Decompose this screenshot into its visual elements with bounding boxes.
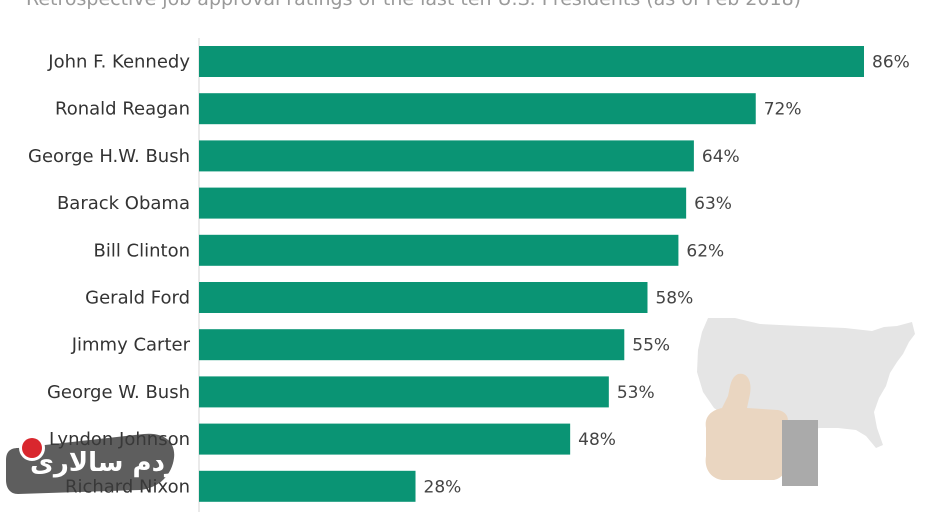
- category-label-1: Ronald Reagan: [55, 99, 190, 120]
- bar-8: [199, 423, 571, 455]
- value-label-4: 62%: [686, 241, 724, 261]
- bar-3: [199, 187, 687, 219]
- watermark-logo: مردم سالاری: [4, 430, 197, 496]
- value-label-1: 72%: [764, 100, 802, 120]
- watermark-shape: [6, 433, 175, 494]
- category-label-6: Jimmy Carter: [71, 335, 191, 356]
- plot-area: John F. Kennedy 86% Ronald Reagan 72% George…: [28, 38, 910, 512]
- category-label-3: Barack Obama: [57, 193, 190, 214]
- value-label-3: 63%: [694, 194, 732, 214]
- value-label-5: 58%: [655, 289, 693, 309]
- bar-0: [199, 46, 864, 77]
- category-label-5: Gerald Ford: [85, 288, 190, 309]
- category-label-0: John F. Kennedy: [47, 52, 190, 73]
- bar-5: [199, 282, 648, 313]
- value-label-2: 64%: [702, 147, 740, 167]
- thumbs-up-icon: [705, 373, 818, 486]
- bar-6: [199, 329, 625, 361]
- bar-2: [199, 140, 694, 172]
- chart-subtitle: Retrospective job approval ratings of th…: [26, 0, 926, 10]
- bar-7: [199, 376, 609, 408]
- value-label-9: 28%: [424, 477, 462, 497]
- category-label-7: George W. Bush: [47, 382, 190, 403]
- watermark-text: مردم سالاری: [30, 448, 198, 478]
- bar-4: [199, 234, 679, 266]
- category-label-4: Bill Clinton: [93, 240, 190, 261]
- value-label-0: 86%: [872, 53, 910, 73]
- bar-1: [199, 93, 756, 125]
- category-label-2: George H.W. Bush: [28, 146, 190, 167]
- bar-9: [199, 470, 416, 502]
- value-label-8: 48%: [578, 430, 616, 450]
- value-label-6: 55%: [632, 336, 670, 356]
- value-label-7: 53%: [617, 383, 655, 403]
